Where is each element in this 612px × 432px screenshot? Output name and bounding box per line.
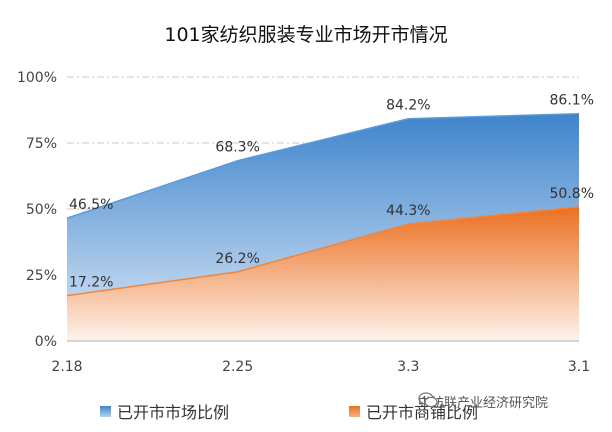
- legend-label-market: 已开市市场比例: [117, 403, 230, 422]
- legend-label-shop: 已开市商铺比例: [366, 403, 479, 422]
- chart-title: 101家纺织服装专业市场开市情况: [164, 24, 448, 46]
- data-label: 44.3%: [386, 203, 430, 219]
- y-tick-label: 0%: [35, 334, 57, 350]
- legend: 已开市市场比例 已开市商铺比例: [100, 399, 598, 423]
- wechat-icon: [418, 392, 438, 408]
- y-tick-label: 50%: [26, 202, 57, 218]
- watermark-text: 中纺联产业经济研究院: [418, 396, 549, 411]
- x-tick-label: 3.3: [397, 359, 419, 375]
- series-line-2: [66, 206, 580, 297]
- y-tick-label: 75%: [26, 136, 57, 152]
- legend-swatch-shop: [349, 405, 361, 417]
- y-tick-label: 25%: [26, 268, 57, 284]
- legend-item-shop: 已开市商铺比例: [349, 399, 478, 423]
- data-label: 86.1%: [550, 93, 594, 109]
- series-line-1: [66, 112, 580, 219]
- data-label: 50.8%: [550, 186, 594, 202]
- data-label: 68.3%: [215, 140, 259, 156]
- watermark: 中纺联产业经济研究院: [418, 392, 548, 411]
- series-area-2: [67, 206, 579, 341]
- x-tick-label: 2.18: [51, 359, 82, 375]
- x-tick-label: 3.1: [568, 359, 590, 375]
- data-label: 17.2%: [69, 275, 113, 291]
- legend-item-market: 已开市市场比例: [100, 399, 229, 423]
- x-tick-label: 2.25: [222, 359, 253, 375]
- y-tick-label: 100%: [17, 70, 57, 86]
- legend-swatch-market: [100, 405, 111, 417]
- data-label: 26.2%: [215, 251, 259, 267]
- data-label: 84.2%: [386, 98, 430, 114]
- data-label: 46.5%: [69, 197, 113, 213]
